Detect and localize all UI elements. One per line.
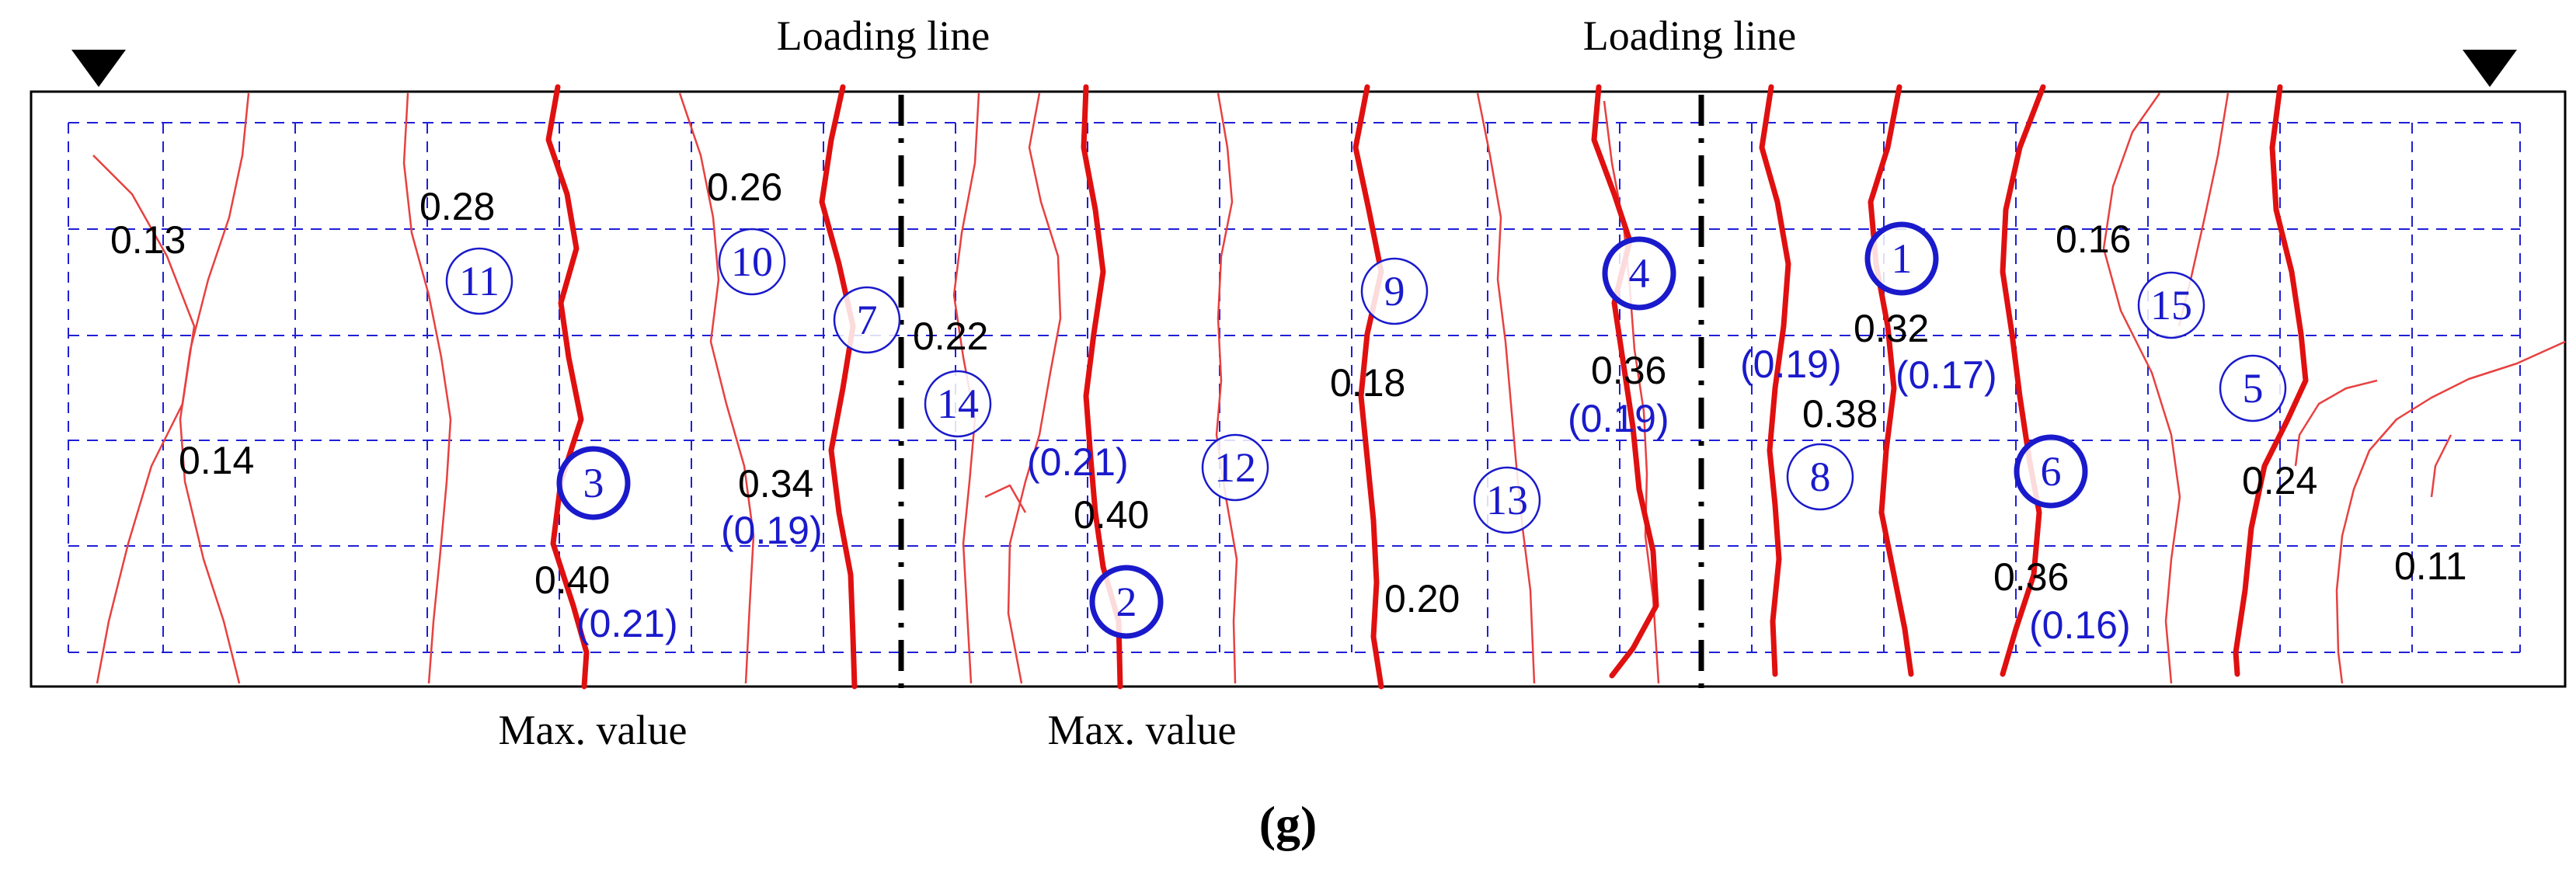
crack-order-marker: 9 bbox=[1360, 257, 1429, 325]
crack-order-marker: 15 bbox=[2137, 271, 2205, 339]
crack-order-number: 12 bbox=[1214, 444, 1256, 491]
crack-order-marker: 1 bbox=[1864, 221, 1939, 296]
loading-line-left-label: Loading line bbox=[777, 12, 990, 59]
crack-width-value: (0.19) bbox=[1568, 397, 1669, 440]
max-value-left-label: Max. value bbox=[499, 707, 688, 753]
crack-order-number: 5 bbox=[2243, 365, 2264, 412]
right-support-icon bbox=[2463, 50, 2517, 87]
crack-width-value: 0.36 bbox=[1993, 555, 2069, 599]
crack-order-marker: 6 bbox=[2014, 434, 2088, 509]
crack-order-marker: 11 bbox=[445, 247, 513, 315]
crack-order-number: 15 bbox=[2150, 282, 2192, 328]
crack-order-marker: 4 bbox=[1602, 236, 1676, 311]
crack-order-circle bbox=[718, 228, 786, 296]
crack-width-value: (0.21) bbox=[576, 602, 678, 645]
crack-order-marker: 13 bbox=[1473, 466, 1541, 534]
crack-order-number: 11 bbox=[459, 258, 500, 304]
crack-order-number: 13 bbox=[1486, 477, 1528, 523]
crack-order-number: 6 bbox=[2041, 448, 2062, 495]
crack-width-value: (0.19) bbox=[721, 509, 823, 552]
crack-order-circle bbox=[2014, 434, 2088, 509]
crack-order-circle bbox=[1089, 565, 1164, 639]
crack-order-number: 7 bbox=[857, 297, 878, 343]
crack-order-marker: 5 bbox=[2219, 354, 2287, 422]
crack-order-circle bbox=[556, 446, 631, 520]
beam-outline bbox=[30, 90, 2567, 688]
crack-order-circle bbox=[2219, 354, 2287, 422]
crack-order-circle bbox=[924, 370, 992, 438]
crack-order-number: 10 bbox=[731, 238, 773, 285]
crack-width-value: 0.40 bbox=[1074, 493, 1149, 537]
crack-width-value: 0.24 bbox=[2242, 459, 2317, 502]
crack-order-marker: 2 bbox=[1089, 565, 1164, 639]
crack-order-number: 8 bbox=[1810, 454, 1831, 500]
crack-order-circle bbox=[445, 247, 513, 315]
crack-order-number: 1 bbox=[1892, 235, 1913, 282]
crack-order-number: 14 bbox=[937, 381, 979, 427]
crack-order-circle bbox=[1864, 221, 1939, 296]
crack-width-value: (0.21) bbox=[1027, 440, 1129, 484]
crack-width-value: 0.28 bbox=[419, 185, 495, 228]
crack-order-marker: 8 bbox=[1786, 443, 1854, 511]
crack-width-value: 0.38 bbox=[1802, 392, 1878, 436]
crack-order-circle bbox=[2137, 271, 2205, 339]
crack-width-value: 0.13 bbox=[110, 218, 186, 262]
crack-width-value: 0.32 bbox=[1854, 307, 1929, 350]
crack-width-value: 0.26 bbox=[707, 165, 782, 209]
crack-order-marker: 7 bbox=[833, 286, 901, 354]
crack-order-circle bbox=[1201, 433, 1269, 502]
crack-width-value: 0.40 bbox=[534, 558, 610, 602]
crack-order-circle bbox=[1786, 443, 1854, 511]
crack-width-labels: 0.130.140.280.40(0.21)0.260.34(0.19)0.22… bbox=[110, 165, 2467, 647]
crack-order-circle bbox=[833, 286, 901, 354]
crack-width-value: 0.20 bbox=[1384, 577, 1460, 620]
major-cracks bbox=[545, 84, 2309, 690]
crack-width-value: (0.19) bbox=[1740, 342, 1842, 386]
crack-order-marker: 10 bbox=[718, 228, 786, 296]
crack-order-number: 2 bbox=[1116, 579, 1137, 625]
crack-order-marker: 3 bbox=[556, 446, 631, 520]
crack-width-value: 0.22 bbox=[913, 315, 988, 358]
crack-width-value: 0.36 bbox=[1591, 349, 1666, 392]
crack-order-marker: 12 bbox=[1201, 433, 1269, 502]
crack-width-value: 0.14 bbox=[179, 439, 254, 482]
crack-width-value: 0.18 bbox=[1330, 361, 1405, 405]
crack-width-value: (0.16) bbox=[2029, 603, 2131, 647]
crack-order-number: 3 bbox=[583, 460, 604, 506]
max-value-right-label: Max. value bbox=[1048, 707, 1237, 753]
crack-width-value: (0.17) bbox=[1895, 353, 1997, 397]
loading-line-right-label: Loading line bbox=[1583, 12, 1796, 59]
crack-order-number: 4 bbox=[1629, 250, 1650, 297]
crack-order-circle bbox=[1360, 257, 1429, 325]
crack-order-circle bbox=[1473, 466, 1541, 534]
crack-order-circle bbox=[1602, 236, 1676, 311]
crack-order-number: 9 bbox=[1384, 268, 1405, 315]
figure-label: (g) bbox=[1259, 796, 1318, 851]
crack-order-marker: 14 bbox=[924, 370, 992, 438]
left-support-icon bbox=[71, 50, 126, 87]
crack-width-value: 0.34 bbox=[738, 462, 813, 506]
crack-width-value: 0.11 bbox=[2394, 544, 2467, 588]
crack-width-value: 0.16 bbox=[2056, 217, 2131, 261]
dashed-grid bbox=[68, 122, 2520, 653]
